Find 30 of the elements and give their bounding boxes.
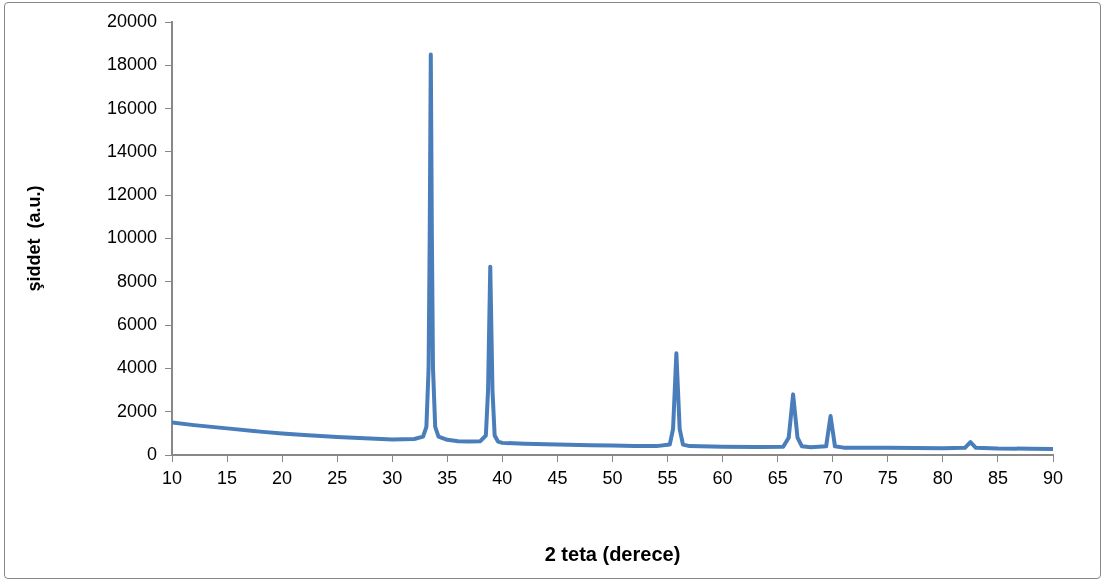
x-tick-label: 35	[437, 467, 458, 488]
y-tick-label: 20000	[106, 10, 157, 31]
x-tick-label: 20	[272, 467, 293, 488]
x-tick-label: 25	[327, 467, 348, 488]
y-tick-label: 14000	[106, 140, 157, 161]
x-tick-label: 75	[877, 467, 898, 488]
y-tick-label: 10000	[106, 227, 157, 248]
x-axis-title: 2 teta (derece)	[544, 542, 681, 565]
x-tick-label: 60	[712, 467, 733, 488]
x-tick-label: 15	[217, 467, 238, 488]
x-tick-label: 30	[382, 467, 403, 488]
x-tick-label: 40	[492, 467, 513, 488]
y-axis-title: şiddet (a.u.)	[23, 185, 44, 292]
y-tick-label: 16000	[106, 97, 157, 118]
x-tick-label: 65	[767, 467, 788, 488]
y-tick-label: 12000	[106, 184, 157, 205]
y-tick-label: 8000	[116, 270, 157, 291]
y-tick-label: 6000	[116, 314, 157, 335]
x-tick-label: 80	[932, 467, 953, 488]
y-tick-label: 18000	[106, 54, 157, 75]
x-tick-label: 70	[822, 467, 843, 488]
x-tick-label: 85	[987, 467, 1008, 488]
y-tick-label: 4000	[116, 357, 157, 378]
y-tick-label: 2000	[116, 400, 157, 421]
x-tick-label: 55	[657, 467, 678, 488]
x-tick-label: 90	[1042, 467, 1064, 488]
y-tick-label: 0	[146, 443, 157, 464]
x-tick-label: 45	[547, 467, 568, 488]
x-tick-label: 50	[602, 467, 623, 488]
x-tick-label: 10	[161, 467, 183, 488]
